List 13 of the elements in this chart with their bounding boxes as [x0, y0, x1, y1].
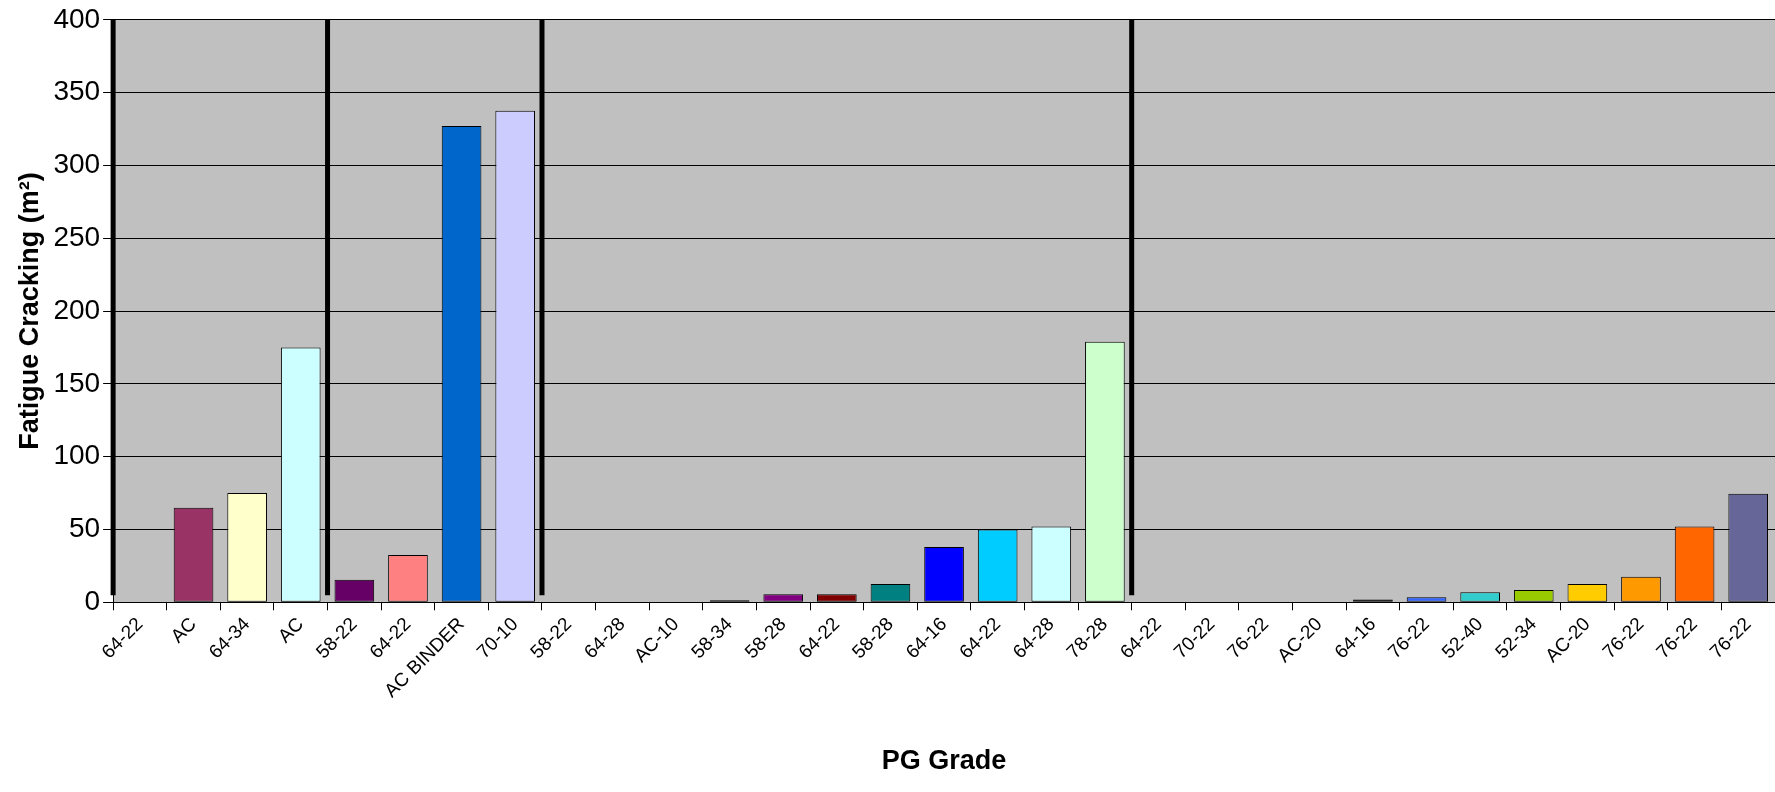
y-tick-label: 100	[53, 439, 101, 471]
y-tick-label: 200	[53, 293, 101, 325]
y-tick-label: 250	[53, 220, 101, 252]
y-tick-label: 300	[53, 148, 101, 180]
x-tick-label: AC	[166, 613, 201, 647]
y-tick-label: 50	[68, 512, 101, 544]
y-tick-label: 400	[53, 2, 101, 34]
y-axis-title: Fatigue Cracking (m²)	[13, 172, 44, 450]
x-axis-title: PG Grade	[881, 745, 1007, 776]
x-tick-label: AC	[273, 613, 308, 647]
y-tick-label: 150	[53, 366, 101, 398]
y-tick-label: 350	[53, 75, 101, 107]
y-tick-label: 0	[84, 585, 101, 617]
